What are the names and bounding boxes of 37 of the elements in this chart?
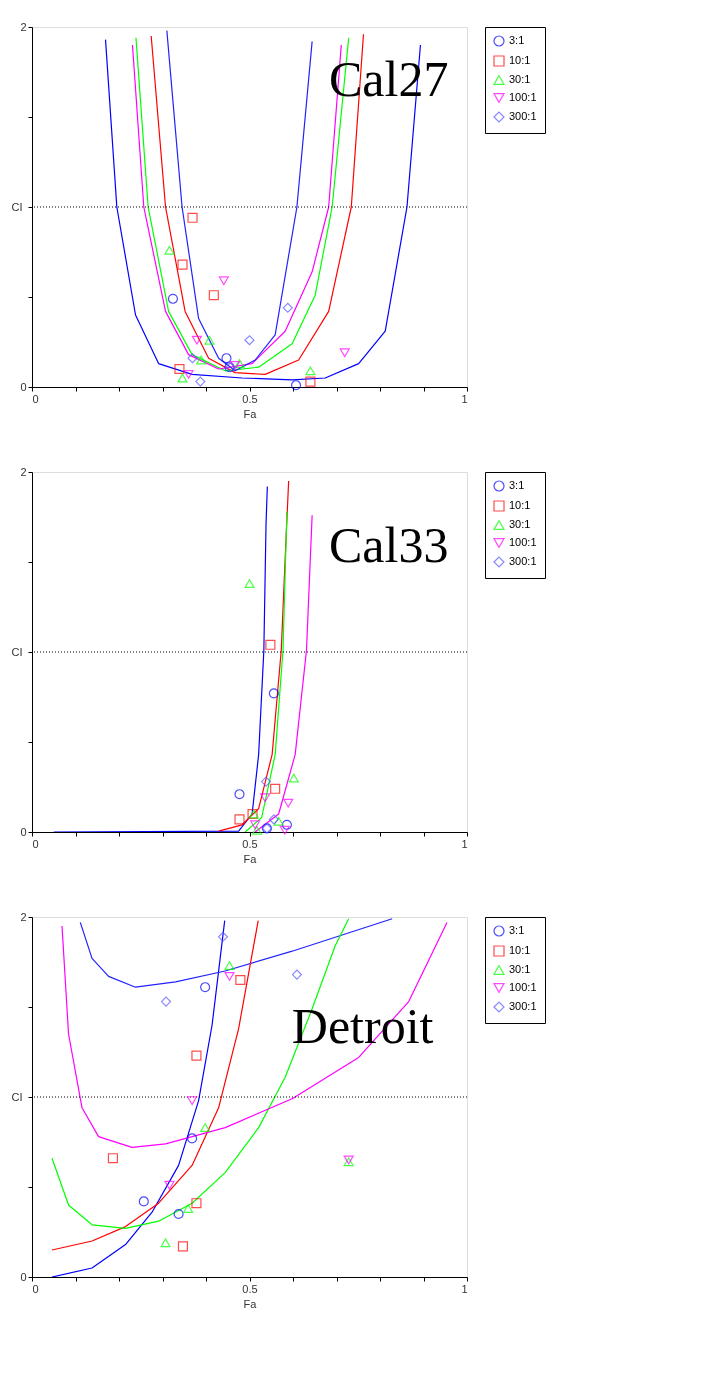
x-axis-title: Fa [243, 407, 258, 420]
text: Cal33 [328, 517, 449, 574]
legend-label: 300:1 [509, 110, 537, 122]
legend-label: 30:1 [509, 518, 531, 530]
legend-label: 100:1 [509, 91, 537, 103]
x-tick-label: 0.5 [242, 1282, 258, 1295]
y-axis-title: CI [11, 645, 23, 658]
legend-label: 3:1 [509, 34, 525, 46]
legend-label: 10:1 [509, 944, 531, 956]
legend-label: 3:1 [509, 479, 525, 491]
legend-label: 100:1 [509, 536, 537, 548]
x-tick-label: 1 [461, 1282, 468, 1295]
y-tick-label: 0 [20, 380, 27, 393]
x-tick-label: 1 [461, 837, 468, 850]
y-axis-title: CI [11, 1090, 23, 1103]
x-tick-label: 0.5 [242, 837, 258, 850]
x-tick-label: 0 [32, 837, 39, 850]
y-tick-label: 0 [20, 825, 27, 838]
legend-label: 300:1 [509, 555, 537, 567]
x-axis-title: Fa [243, 852, 258, 865]
legend-label: 100:1 [509, 981, 537, 993]
legend-label: 30:1 [509, 73, 531, 85]
x-tick-label: 0 [32, 1282, 39, 1295]
y-tick-label: 2 [20, 465, 27, 478]
x-axis-title: Fa [243, 1297, 258, 1310]
legend-label: 3:1 [509, 924, 525, 936]
x-tick-label: 1 [461, 392, 468, 405]
y-axis-title: CI [11, 200, 23, 213]
x-tick-label: 0 [32, 392, 39, 405]
legend-label: 300:1 [509, 1000, 537, 1012]
legend-label: 10:1 [509, 54, 531, 66]
y-tick-label: 0 [20, 1270, 27, 1283]
y-tick-label: 2 [20, 20, 27, 33]
x-tick-label: 0.5 [242, 392, 258, 405]
legend-label: 30:1 [509, 963, 531, 975]
legend-label: 10:1 [509, 499, 531, 511]
y-tick-label: 2 [20, 910, 27, 923]
